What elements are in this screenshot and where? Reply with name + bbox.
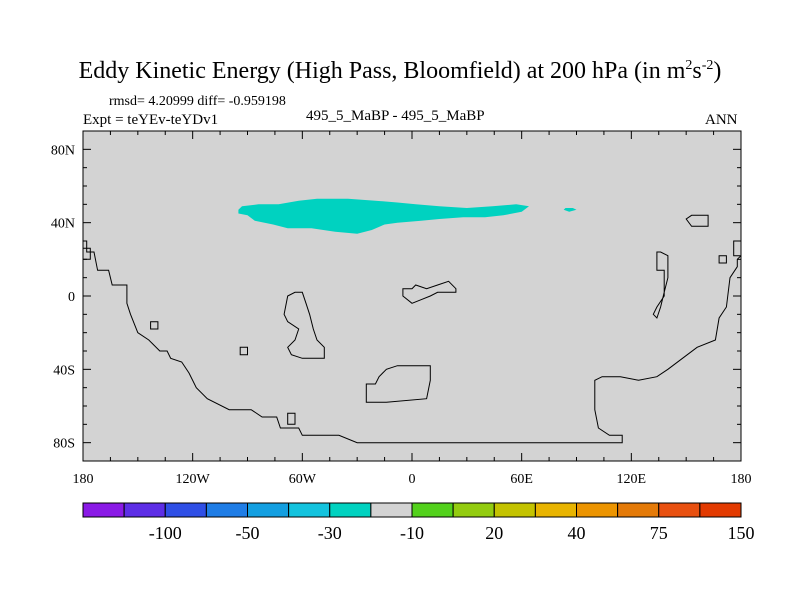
y-tick-label: 80S	[53, 437, 75, 452]
chart-title: Eddy Kinetic Energy (High Pass, Bloomfie…	[78, 58, 722, 84]
colorbar-swatch	[82, 502, 125, 518]
colorbar-label: -100	[149, 523, 182, 543]
y-tick-label: 80N	[51, 143, 75, 158]
experiment-label: Expt = teYEv-teYDv1	[83, 112, 219, 128]
colorbar-swatch	[452, 502, 495, 518]
colorbar-swatch	[205, 502, 249, 518]
colorbar-swatch	[123, 502, 166, 518]
colorbar-swatch	[329, 502, 372, 518]
period-label: ANN	[705, 112, 738, 128]
coastline-6	[287, 412, 296, 425]
colorbar-swatch	[617, 502, 660, 518]
case-label: 495_5_MaBP - 495_5_MaBP	[306, 108, 485, 124]
coastline-1	[83, 240, 742, 444]
x-tick-label: 120W	[176, 472, 211, 487]
coastline-5	[239, 346, 248, 356]
colorbar-label: 20	[485, 523, 503, 543]
colorbar-swatch	[576, 502, 619, 518]
x-tick-label: 0	[409, 472, 416, 487]
colorbar-swatch	[411, 502, 454, 518]
y-tick-label: 40N	[51, 217, 75, 232]
anomaly-region-2	[563, 208, 577, 212]
coastline-4	[150, 321, 159, 330]
colorbar-label: 75	[650, 523, 668, 543]
coastline-11	[718, 255, 727, 264]
colorbar-label: 150	[728, 523, 755, 543]
coastline-9	[685, 214, 709, 227]
x-tick-label: 60W	[289, 472, 317, 487]
anomaly-region-1	[238, 198, 529, 234]
x-tick-label: 120E	[617, 472, 647, 487]
x-tick-label: 60E	[510, 472, 533, 487]
stats-label: rmsd= 4.20999 diff= -0.959198	[109, 94, 286, 109]
colorbar-label: -10	[400, 523, 424, 543]
colorbar-swatch	[247, 502, 290, 518]
colorbar-swatch	[658, 502, 701, 518]
x-tick-label: 180	[731, 472, 752, 487]
colorbar-label: 40	[568, 523, 586, 543]
colorbar-label: -50	[236, 523, 260, 543]
colorbar-label: -30	[318, 523, 342, 543]
colorbar-swatch	[493, 502, 536, 518]
y-tick-label: 40S	[53, 363, 75, 378]
coastline-7	[365, 365, 431, 403]
colorbar-swatch	[164, 502, 207, 518]
coastline-3	[283, 291, 325, 359]
y-tick-label: 0	[68, 290, 75, 305]
coastline-10	[652, 251, 669, 319]
colorbar-swatch	[288, 502, 331, 518]
colorbar-swatch	[370, 502, 413, 518]
x-tick-label: 180	[73, 472, 94, 487]
coastline-8	[402, 280, 457, 304]
map-background	[83, 131, 741, 461]
colorbar-swatch	[534, 502, 578, 518]
colorbar-swatch	[699, 502, 742, 518]
